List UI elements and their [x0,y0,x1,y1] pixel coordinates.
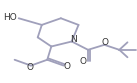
Text: N: N [70,35,76,44]
Text: O: O [102,38,109,47]
Text: O: O [26,63,33,72]
Text: O: O [63,62,70,71]
Text: HO: HO [4,13,17,22]
Text: O: O [80,57,87,66]
